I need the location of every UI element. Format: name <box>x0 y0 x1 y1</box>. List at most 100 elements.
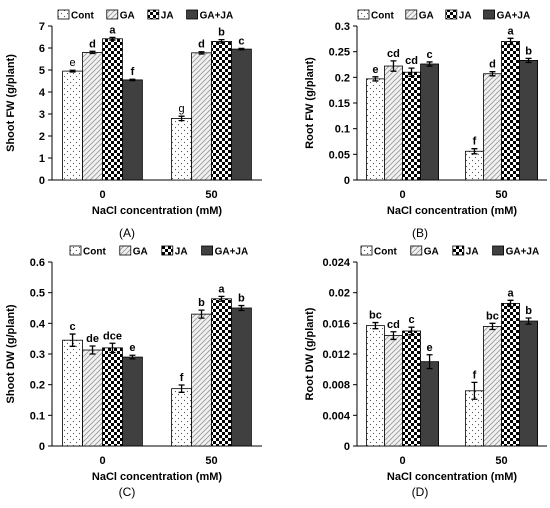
significance-letter: c <box>427 49 433 61</box>
error-bar <box>178 384 185 393</box>
significance-letter: b <box>238 293 245 305</box>
y-tick-label: 0.1 <box>30 410 45 422</box>
x-axis-title: NaCl concentration (mM) <box>92 471 223 483</box>
significance-letter: bc <box>486 310 499 322</box>
error-bar <box>372 321 379 330</box>
legend-swatch-gaja <box>483 9 495 20</box>
bar-cont-0 <box>365 325 385 447</box>
significance-letter: f <box>473 136 477 148</box>
legend-label-cont: Cont <box>71 11 94 22</box>
x-tick-label: 50 <box>495 189 507 201</box>
x-axis-title: NaCl concentration (mM) <box>92 205 223 217</box>
y-tick-label: 6 <box>39 43 45 55</box>
bar-cont-0 <box>365 78 385 181</box>
significance-letter: dce <box>103 330 122 342</box>
x-axis-title: NaCl concentration (mM) <box>387 205 518 217</box>
y-tick-label: 0.2 <box>335 72 350 84</box>
significance-letter: de <box>86 333 99 345</box>
y-tick-label: 0.016 <box>322 318 350 330</box>
legend-swatch-cont <box>357 9 370 20</box>
y-tick-label: 0.5 <box>30 288 45 300</box>
error-bar <box>129 354 136 360</box>
error-bar <box>408 326 415 336</box>
bar-ja-50 <box>211 298 232 447</box>
bar-cont-50 <box>171 388 192 447</box>
x-tick-label: 50 <box>205 189 217 201</box>
error-bar <box>525 57 532 64</box>
significance-letter: f <box>180 372 184 384</box>
y-tick-label: 0.4 <box>30 318 46 330</box>
legend-label-gaja: GA+JA <box>200 11 234 22</box>
legend-swatch-ga <box>410 245 423 256</box>
error-bar <box>178 115 185 122</box>
error-bar <box>89 50 96 55</box>
legend-label-ga: GA <box>133 247 148 258</box>
significance-letter: d <box>489 59 496 71</box>
significance-letter: b <box>525 45 532 57</box>
bar-cont-50 <box>464 150 484 181</box>
bar-ja-50 <box>501 302 520 447</box>
legend-swatch-ga <box>106 9 119 20</box>
bar-cont-0 <box>62 339 83 447</box>
bar-cont-50 <box>171 118 192 181</box>
bar-ja-0 <box>102 347 123 447</box>
bar-ja-0 <box>402 330 421 447</box>
significance-letter: a <box>507 287 514 299</box>
legend-label-ga: GA <box>424 247 439 258</box>
y-tick-label: 1 <box>39 153 45 165</box>
error-bar <box>238 304 245 312</box>
error-bar <box>89 345 96 355</box>
error-bar <box>426 354 433 370</box>
bar-ga-50 <box>191 52 212 181</box>
y-tick-label: 0.02 <box>329 288 350 300</box>
error-bar <box>198 51 205 55</box>
legend-label-cont: Cont <box>83 247 106 258</box>
legend-label-ga: GA <box>419 11 434 22</box>
error-bar <box>238 47 245 51</box>
x-tick-label: 0 <box>99 189 105 201</box>
y-tick-label: 0.25 <box>329 47 350 59</box>
x-axis-title: NaCl concentration (mM) <box>387 471 518 483</box>
bar-gaja-0 <box>420 361 439 447</box>
y-tick-label: 0 <box>344 441 350 453</box>
legend-swatch-cont <box>57 9 70 20</box>
y-axis-title: Shoot FW (g/plant) <box>5 54 17 152</box>
chart-panel-a: Cont GA JA GA+JA 0 1 2 3 4 5 6 7 Shoot FW (g/plant) e… <box>5 9 262 240</box>
error-bar <box>507 299 514 308</box>
error-bar <box>69 69 76 73</box>
significance-letter: e <box>70 57 76 69</box>
y-tick-label: 0 <box>39 175 45 187</box>
bar-ga-0 <box>384 335 403 447</box>
x-tick-label: 50 <box>205 455 217 467</box>
y-tick-label: 5 <box>39 65 45 77</box>
error-bar <box>507 37 514 46</box>
x-tick-label: 0 <box>99 455 105 467</box>
error-bar <box>426 61 433 67</box>
bar-ja-50 <box>211 41 232 181</box>
significance-letter: a <box>109 24 116 36</box>
error-bar <box>129 78 136 82</box>
y-tick-label: 3 <box>39 109 45 121</box>
legend-label-cont: Cont <box>374 247 397 258</box>
y-tick-label: 0.008 <box>322 380 350 392</box>
bar-gaja-50 <box>231 48 252 181</box>
legend-swatch-ja <box>161 245 174 256</box>
significance-letter: cd <box>405 55 418 67</box>
bar-ja-50 <box>501 41 520 181</box>
chart-panel-b: Cont GA JA GA+JA 0 0.05 0.1 0.15 0.2 0.25 0.3 Root … <box>304 9 547 240</box>
y-tick-label: 0.004 <box>322 410 350 422</box>
significance-letter: f <box>131 66 135 78</box>
error-bar <box>390 331 397 341</box>
y-tick-label: 0 <box>344 175 350 187</box>
bar-ja-0 <box>102 38 123 181</box>
legend-label-ja: JA <box>161 11 174 22</box>
error-bar <box>489 71 496 77</box>
significance-letter: e <box>372 64 378 76</box>
error-bar <box>525 317 532 325</box>
bar-ja-0 <box>402 71 421 181</box>
y-tick-label: 0.2 <box>30 380 45 392</box>
significance-letter: a <box>218 283 225 295</box>
significance-letter: c <box>238 35 244 47</box>
y-tick-label: 0.024 <box>322 257 350 269</box>
y-tick-label: 0.3 <box>30 349 45 361</box>
